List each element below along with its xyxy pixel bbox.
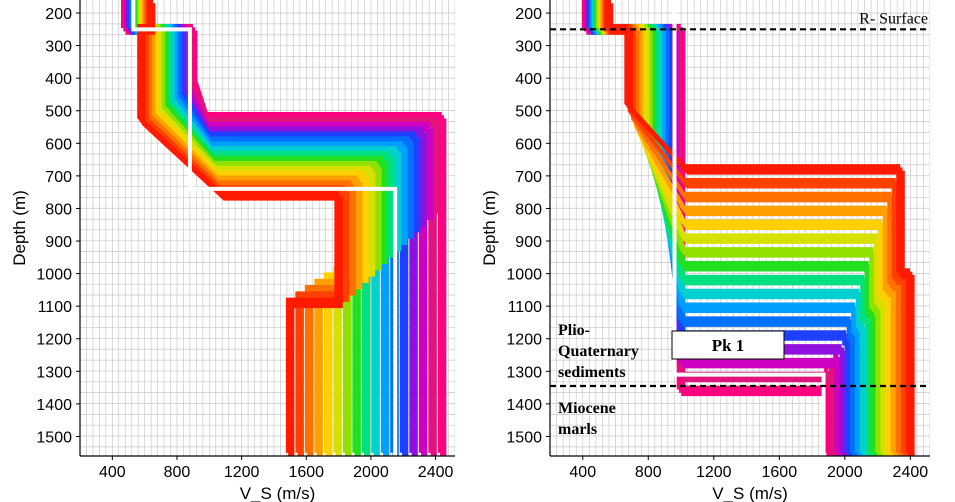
x-tick-label: 1600 xyxy=(288,464,324,481)
chart-panel-1: 200 300 400 500 600 700 800 900 1000 1100 1200 1300… xyxy=(10,0,455,502)
y-tick-label: 400 xyxy=(45,71,72,88)
annotation-box xyxy=(671,330,785,360)
y-tick-label: 1200 xyxy=(36,332,72,349)
y-tick-label: 1500 xyxy=(36,429,72,446)
x-tick-label: 1600 xyxy=(762,464,798,481)
annotation-upper: Plio- xyxy=(558,322,590,339)
y-tick-label: 300 xyxy=(515,39,542,56)
y-tick-label: 900 xyxy=(45,234,72,251)
x-tick-label: 2000 xyxy=(353,464,389,481)
y-tick-label: 1000 xyxy=(506,267,542,284)
y-tick-label: 500 xyxy=(515,104,542,121)
x-tick-label: 1200 xyxy=(696,464,732,481)
y-tick-label: 300 xyxy=(45,39,72,56)
annotation-upper: sediments xyxy=(558,364,626,381)
y-tick-label: 900 xyxy=(515,234,542,251)
y-tick-label: 1300 xyxy=(36,364,72,381)
y-tick-label: 700 xyxy=(515,169,542,186)
x-tick-label: 2400 xyxy=(418,464,454,481)
y-tick-label: 200 xyxy=(45,6,72,23)
y-tick-label: 500 xyxy=(45,104,72,121)
annotation-box-label: Pk 1 xyxy=(712,336,745,355)
y-tick-label: 700 xyxy=(45,169,72,186)
y-tick-label: 1500 xyxy=(506,429,542,446)
best-model-line xyxy=(131,0,398,456)
y-tick-label: 1400 xyxy=(506,397,542,414)
y-tick-label: 1000 xyxy=(36,267,72,284)
model-line xyxy=(609,3,915,456)
y-tick-label: 800 xyxy=(45,201,72,218)
x-tick-label: 2000 xyxy=(827,464,863,481)
x-tick-label: 800 xyxy=(164,464,191,481)
y-tick-label: 600 xyxy=(515,136,542,153)
y-tick-label: 1400 xyxy=(36,397,72,414)
y-tick-label: 400 xyxy=(515,71,542,88)
best-model-line xyxy=(672,0,826,456)
y-axis-title: Depth (m) xyxy=(10,190,29,266)
x-tick-label: 800 xyxy=(635,464,662,481)
annotation-lower: marls xyxy=(558,421,597,438)
y-tick-label: 800 xyxy=(515,201,542,218)
boundary-label: R- Surface xyxy=(859,10,928,27)
y-tick-label: 1300 xyxy=(506,364,542,381)
chart-panel-2: R- Surface 200 300 400 500 600 700 800 900 1000 11… xyxy=(480,0,930,502)
y-tick-label: 1100 xyxy=(38,299,73,316)
x-tick-label: 400 xyxy=(569,464,596,481)
model-line xyxy=(141,3,343,456)
y-tick-label: 1200 xyxy=(506,332,542,349)
x-tick-label: 1200 xyxy=(224,464,260,481)
y-tick-label: 1100 xyxy=(508,299,543,316)
x-tick-label: 400 xyxy=(99,464,126,481)
annotation-lower: Miocene xyxy=(558,400,616,417)
x-axis-title: V_S (m/s) xyxy=(712,484,788,502)
y-tick-label: 200 xyxy=(515,6,542,23)
y-tick-label: 600 xyxy=(45,136,72,153)
model-ensemble xyxy=(581,0,915,456)
x-tick-label: 2400 xyxy=(893,464,929,481)
y-axis-title: Depth (m) xyxy=(480,190,499,266)
annotation-upper: Quaternary xyxy=(558,343,639,360)
x-axis-title: V_S (m/s) xyxy=(240,484,316,502)
